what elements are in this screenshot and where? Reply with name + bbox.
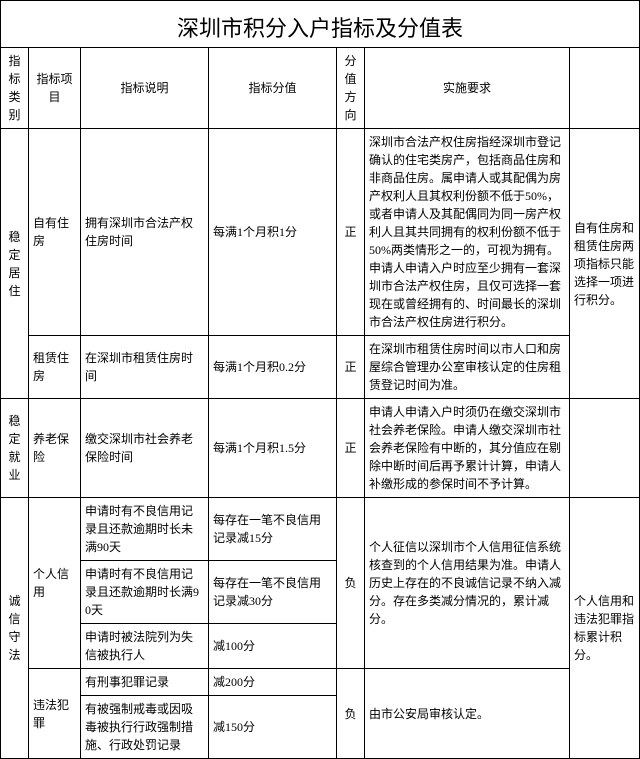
th-note xyxy=(570,48,640,129)
cell-item: 自有住房 xyxy=(29,129,81,336)
cell-desc: 申请时有不良信用记录且还款逾期时长满90天 xyxy=(81,561,209,624)
cell-score: 每存在一笔不良信用记录减15分 xyxy=(209,498,337,561)
cell-desc: 缴交深圳市社会养老保险时间 xyxy=(81,399,209,498)
cell-category: 诚信守法 xyxy=(1,498,29,759)
cell-score: 减200分 xyxy=(209,669,337,696)
th-direction: 分值方向 xyxy=(337,48,365,129)
cell-desc: 在深圳市租赁住房时间 xyxy=(81,336,209,399)
cell-direction: 正 xyxy=(337,399,365,498)
cell-direction: 正 xyxy=(337,336,365,399)
cell-direction: 负 xyxy=(337,669,365,759)
cell-requirement: 由市公安局审核认定。 xyxy=(365,669,570,759)
cell-score: 每满1个月积0.2分 xyxy=(209,336,337,399)
page-title: 深圳市积分入户指标及分值表 xyxy=(0,0,640,47)
cell-note: 个人信用和违法犯罪指标累计积分。 xyxy=(570,498,640,759)
cell-requirement: 个人征信以深圳市个人信用征信系统核查到的个人信用结果为准。申请人历史上存在的不良… xyxy=(365,498,570,669)
cell-category: 稳定居住 xyxy=(1,129,29,399)
cell-item: 违法犯罪 xyxy=(29,669,81,759)
th-desc: 指标说明 xyxy=(81,48,209,129)
cell-requirement: 申请人申请入户时须仍在缴交深圳市社会养老保险。申请人缴交深圳市社会养老保险有中断… xyxy=(365,399,570,498)
cell-desc: 申请时被法院列为失信被执行人 xyxy=(81,624,209,669)
cell-score: 减100分 xyxy=(209,624,337,669)
cell-requirement: 深圳市合法产权住房指经深圳市登记确认的住宅类房产，包括商品住房和非商品住房。属申… xyxy=(365,129,570,336)
scoring-table: 指标类别 指标项目 指标说明 指标分值 分值方向 实施要求 稳定居住 自有住房 … xyxy=(0,47,640,759)
cell-score: 每满1个月积1分 xyxy=(209,129,337,336)
cell-desc: 有被强制戒毒或因吸毒被执行行政强制措施、行政处罚记录 xyxy=(81,696,209,759)
th-category: 指标类别 xyxy=(1,48,29,129)
cell-note xyxy=(570,399,640,498)
cell-score: 每存在一笔不良信用记录减30分 xyxy=(209,561,337,624)
cell-item: 养老保险 xyxy=(29,399,81,498)
cell-score: 每满1个月积1.5分 xyxy=(209,399,337,498)
cell-item: 个人信用 xyxy=(29,498,81,669)
cell-score: 减150分 xyxy=(209,696,337,759)
cell-item: 租赁住房 xyxy=(29,336,81,399)
table-row: 诚信守法 个人信用 申请时有不良信用记录且还款逾期时长未满90天 每存在一笔不良… xyxy=(1,498,640,561)
table-row: 租赁住房 在深圳市租赁住房时间 每满1个月积0.2分 正 在深圳市租赁住房时间以… xyxy=(1,336,640,399)
cell-requirement: 在深圳市租赁住房时间以市人口和房屋综合管理办公室审核认定的住房租赁登记时间为准。 xyxy=(365,336,570,399)
cell-direction: 负 xyxy=(337,498,365,669)
cell-note: 自有住房和租赁住房两项指标只能选择一项进行积分。 xyxy=(570,129,640,399)
cell-category: 稳定就业 xyxy=(1,399,29,498)
th-requirement: 实施要求 xyxy=(365,48,570,129)
table-header-row: 指标类别 指标项目 指标说明 指标分值 分值方向 实施要求 xyxy=(1,48,640,129)
table-row: 违法犯罪 有刑事犯罪记录 减200分 负 由市公安局审核认定。 xyxy=(1,669,640,696)
th-item: 指标项目 xyxy=(29,48,81,129)
cell-desc: 申请时有不良信用记录且还款逾期时长未满90天 xyxy=(81,498,209,561)
cell-desc: 拥有深圳市合法产权住房时间 xyxy=(81,129,209,336)
th-score: 指标分值 xyxy=(209,48,337,129)
table-row: 稳定就业 养老保险 缴交深圳市社会养老保险时间 每满1个月积1.5分 正 申请人… xyxy=(1,399,640,498)
cell-direction: 正 xyxy=(337,129,365,336)
table-row: 稳定居住 自有住房 拥有深圳市合法产权住房时间 每满1个月积1分 正 深圳市合法… xyxy=(1,129,640,336)
cell-desc: 有刑事犯罪记录 xyxy=(81,669,209,696)
